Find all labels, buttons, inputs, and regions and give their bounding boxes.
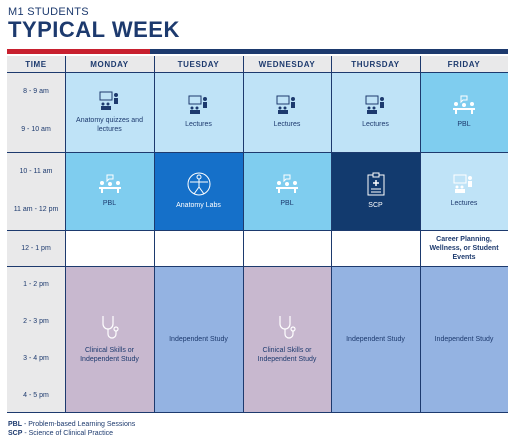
block-label: Clinical Skills or Independent Study — [80, 347, 139, 363]
stethoscope-icon — [279, 316, 296, 339]
time-slot: 8 - 9 am — [23, 87, 49, 95]
grid-line — [7, 230, 508, 231]
time-slot: 10 - 11 am — [19, 167, 53, 175]
wednesday-late-morning-block: PBL — [243, 152, 331, 230]
block-label: PBL — [102, 200, 117, 207]
wednesday-morning-block: Lectures — [243, 72, 331, 152]
time-slot: 2 - 3 pm — [23, 318, 49, 325]
friday-morning-block: PBL — [420, 72, 508, 152]
tuesday-morning-block: Lectures — [154, 72, 243, 152]
column-header-time: TIME — [7, 56, 65, 72]
tuesday-afternoon-block: Independent Study — [154, 266, 243, 413]
column-header-tuesday: TUESDAY — [154, 56, 243, 72]
grid-line — [331, 56, 332, 413]
block-label: Lectures — [362, 121, 389, 128]
legend-abbr: SCP — [8, 430, 23, 437]
block-label: Anatomy Labs — [176, 202, 221, 209]
grid-line — [7, 152, 508, 153]
vitruvian-man-icon — [187, 172, 210, 196]
time-slot: 9 - 10 am — [21, 125, 51, 133]
thursday-afternoon-block: Independent Study — [331, 266, 420, 413]
legend-text: - Science of Clinical Practice — [22, 430, 114, 437]
block-label: SCP — [368, 202, 383, 209]
column-header-thursday: THURSDAY — [331, 56, 420, 72]
schedule-grid: TIME MONDAY TUESDAY WEDNESDAY THURSDAY F… — [7, 56, 508, 413]
page-header: M1 STUDENTS TYPICAL WEEK — [8, 6, 180, 42]
stethoscope-icon — [101, 316, 119, 339]
grid-line — [7, 266, 508, 267]
grid-line — [7, 72, 508, 73]
group-discussion-icon — [98, 174, 121, 193]
block-label: Career Planning, Wellness, or Student Ev… — [429, 235, 499, 261]
friday-afternoon-block: Independent Study — [420, 266, 508, 413]
thursday-morning-block: Lectures — [331, 72, 420, 152]
lecture-icon — [453, 174, 472, 193]
grid-line — [420, 56, 421, 413]
legend: PBL - Problem-based Learning Sessions SC… — [8, 420, 135, 438]
grid-line — [7, 412, 508, 413]
block-label: Independent Study — [169, 336, 228, 343]
grid-line — [65, 56, 66, 413]
lecture-icon — [365, 95, 384, 114]
lecture-icon — [188, 95, 207, 114]
page-subtitle: M1 STUDENTS — [8, 6, 89, 18]
wednesday-afternoon-block: Clinical Skills or Independent Study — [243, 266, 331, 413]
time-slot: 4 - 5 pm — [23, 391, 49, 399]
block-label: PBL — [457, 121, 471, 128]
block-label: Lectures — [273, 121, 301, 128]
grid-line — [154, 56, 155, 413]
block-label: Lectures — [185, 121, 212, 128]
monday-afternoon-block: Clinical Skills or Independent Study — [65, 266, 154, 413]
page-title: TYPICAL WEEK — [8, 17, 180, 42]
lecture-icon — [99, 91, 118, 110]
lecture-icon — [276, 95, 295, 114]
legend-text: - Problem-based Learning Sessions — [22, 421, 136, 428]
header-rule-red — [7, 49, 150, 54]
block-label: PBL — [280, 200, 294, 207]
legend-pbl: PBL - Problem-based Learning Sessions — [8, 420, 135, 429]
medical-clipboard-icon — [367, 172, 384, 196]
legend-scp: SCP - Science of Clinical Practice — [8, 429, 135, 438]
column-header-wednesday: WEDNESDAY — [243, 56, 331, 72]
friday-noon-block: Career Planning, Wellness, or Student Ev… — [420, 230, 508, 266]
monday-late-morning-block: PBL — [65, 152, 154, 230]
header-rule-navy — [150, 49, 508, 54]
time-column — [7, 72, 65, 413]
time-slot: 1 - 2 pm — [23, 281, 49, 288]
time-slot: 12 - 1 pm — [21, 244, 51, 252]
tuesday-late-morning-block: Anatomy Labs — [154, 152, 243, 230]
time-slot: 11 am - 12 pm — [13, 205, 59, 213]
block-label: Lectures — [450, 200, 478, 207]
column-header-friday: FRIDAY — [420, 56, 508, 72]
monday-morning-block: Anatomy quizzes and lectures — [65, 72, 154, 152]
block-label: Anatomy quizzes and lectures — [76, 116, 143, 133]
legend-abbr: PBL — [8, 421, 22, 428]
thursday-late-morning-block: SCP — [331, 152, 420, 230]
block-label: Independent Study — [434, 336, 494, 343]
friday-late-morning-block: Lectures — [420, 152, 508, 230]
block-label: Independent Study — [346, 336, 405, 343]
block-label: Clinical Skills or Independent Study — [257, 347, 317, 363]
group-discussion-icon — [453, 95, 475, 114]
column-header-monday: MONDAY — [65, 56, 154, 72]
group-discussion-icon — [276, 174, 298, 193]
grid-line — [243, 56, 244, 413]
time-slot: 3 - 4 pm — [23, 355, 49, 362]
